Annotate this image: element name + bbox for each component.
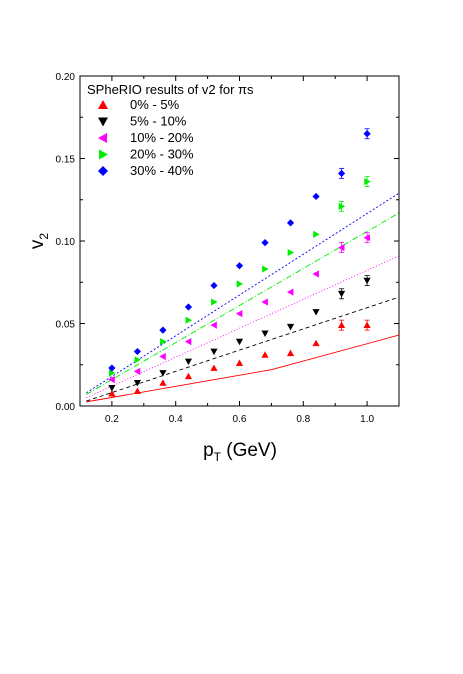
x-tick-label: 0.8: [296, 414, 310, 425]
legend-marker: [98, 117, 108, 127]
data-point: [210, 321, 217, 329]
data-point: [261, 239, 269, 247]
data-point: [261, 298, 268, 306]
data-point: [160, 338, 167, 346]
data-point: [184, 338, 192, 346]
data-point: [235, 262, 244, 270]
data-point: [337, 321, 346, 329]
data-point: [286, 219, 295, 227]
legend-marker: [98, 133, 107, 143]
model-curves: [86, 192, 400, 403]
data-point: [262, 265, 269, 273]
y-tick-label: 0.20: [56, 72, 76, 83]
x-tick-label: 0.6: [233, 414, 247, 425]
data-point: [210, 364, 218, 371]
data-point: [210, 348, 218, 356]
legend-marker: [98, 100, 108, 109]
data-point: [338, 202, 346, 210]
data-point: [286, 323, 295, 331]
data-point: [159, 326, 167, 334]
model-curve: [86, 255, 400, 399]
data-point: [363, 234, 370, 242]
legend-marker: [99, 149, 108, 160]
x-tick-label: 0.4: [169, 414, 183, 425]
data-point: [235, 338, 244, 346]
legend: 0% - 5% 5% - 10%10% - 20% 20% - 30%30% - 4…: [98, 97, 194, 178]
x-axis-title: pT (GeV): [203, 440, 277, 464]
data-point: [235, 310, 243, 318]
legend-marker: [98, 166, 108, 176]
data-point: [109, 369, 116, 377]
data-point: [159, 370, 167, 377]
data-point: [363, 277, 371, 285]
data-point: [184, 358, 193, 366]
legend-label: 10% - 20%: [130, 130, 194, 145]
data-point: [364, 178, 371, 186]
y-tick-label: 0.00: [56, 402, 76, 413]
data-point: [184, 303, 193, 311]
data-point: [363, 130, 371, 138]
data-point: [312, 309, 320, 316]
y-axis-title: v2: [27, 233, 51, 250]
x-tick-label: 0.2: [105, 414, 119, 425]
y-tick-label: 0.15: [56, 155, 76, 166]
data-point: [108, 390, 116, 397]
data-point: [210, 281, 218, 290]
data-point: [312, 192, 320, 201]
data-point: [236, 280, 244, 288]
data-point: [261, 330, 269, 337]
data-point: [286, 349, 295, 357]
data-point: [159, 352, 166, 361]
y-tick-label: 0.05: [56, 320, 76, 331]
x-tick-label: 1.0: [360, 414, 374, 425]
axis-ticks: 0.2 0.4 0.6 0.8 1.0 0.00 0.05 0.10 0.15 0.20: [56, 72, 400, 425]
data-point: [313, 230, 320, 238]
data-point: [337, 244, 345, 252]
model-curve: [86, 296, 400, 402]
data-point: [312, 270, 319, 278]
legend-label: 20% - 30%: [130, 147, 194, 162]
data-point: [108, 384, 116, 392]
data-point: [211, 298, 218, 306]
data-point: [337, 169, 346, 177]
legend-label: 0% - 5%: [130, 97, 180, 112]
data-point: [108, 376, 115, 384]
data-point: [337, 290, 346, 298]
data-point: [286, 288, 294, 296]
model-curve: [86, 334, 400, 403]
legend-label: 30% - 40%: [130, 163, 194, 178]
y-tick-label: 0.10: [56, 237, 76, 248]
data-point: [363, 321, 371, 329]
data-point: [184, 372, 193, 380]
data-point: [134, 356, 142, 364]
data-point: [108, 364, 116, 372]
model-curve: [86, 192, 400, 394]
legend-title: SPheRIO results of v2 for πs: [87, 82, 254, 97]
data-point: [261, 351, 269, 358]
data-point: [235, 359, 244, 366]
model-curve: [86, 212, 400, 395]
data-point: [133, 347, 142, 356]
data-point: [133, 387, 142, 395]
plot-frame: [79, 75, 400, 407]
data-point: [133, 380, 142, 387]
data-point: [159, 379, 167, 386]
legend-label: 5% - 10%: [130, 114, 187, 129]
data-point: [287, 248, 295, 257]
data-point: [133, 367, 141, 375]
data-point: [312, 339, 320, 347]
data-points: [108, 128, 371, 397]
data-point: [185, 316, 193, 324]
